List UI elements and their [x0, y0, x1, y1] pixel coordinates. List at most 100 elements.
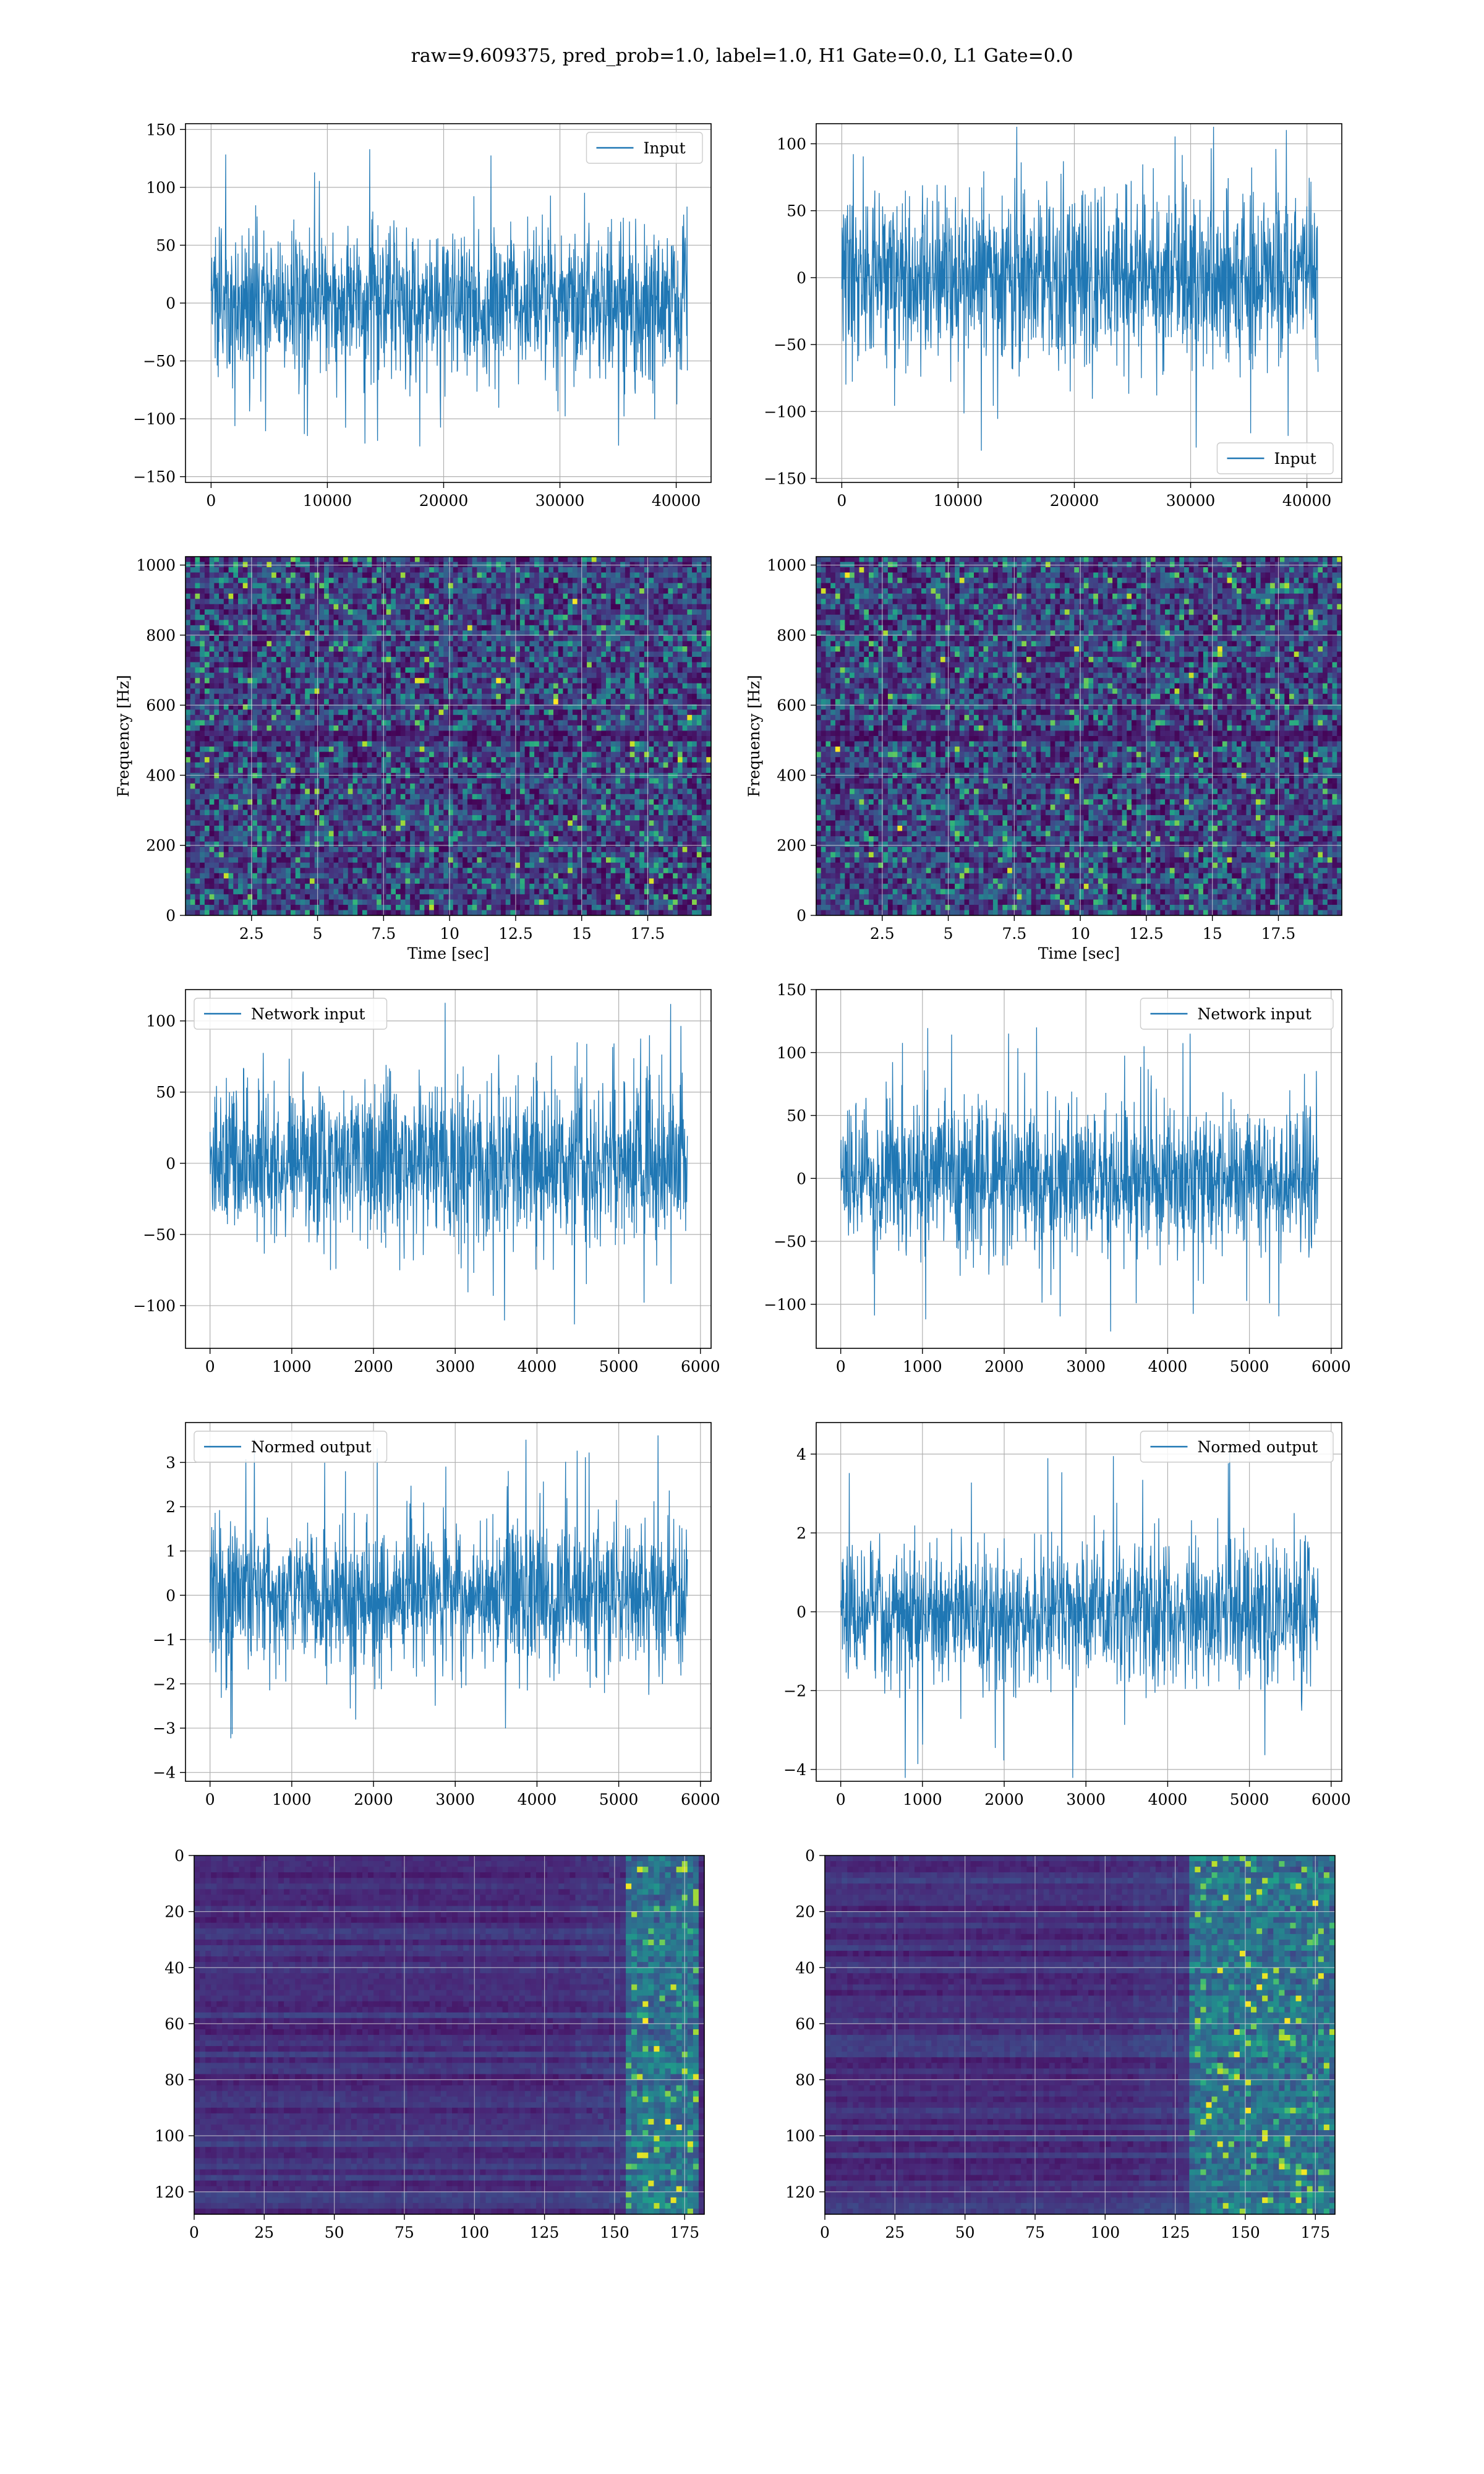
spectrogram-h1-cell [296, 789, 301, 794]
spectrogram-h1-cell [477, 726, 482, 731]
spectrogram-h1-cell [630, 667, 635, 673]
spectrogram-h1-cell [200, 636, 205, 641]
spectrogram-h1-cell [214, 720, 219, 726]
spectrogram-h1-cell [229, 747, 234, 752]
spectrogram-h1-cell [467, 557, 472, 562]
spectrogram-h1-cell [324, 688, 329, 694]
spectrogram-h1-cell [539, 726, 544, 731]
spectrogram-h1-cell [420, 636, 425, 641]
spectrogram-h1-cell [229, 662, 234, 668]
spectrogram-h1-cell [448, 763, 453, 768]
spectrogram-h1-cell [582, 768, 587, 773]
spectrogram-h1-cell [338, 578, 343, 583]
spectrogram-h1-cell [587, 636, 592, 641]
spectrogram-h1-cell [396, 578, 401, 583]
spectrogram-h1-cell [224, 578, 229, 583]
spectrogram-h1-cell [195, 588, 200, 594]
spectrogram-h1-cell [429, 609, 434, 615]
spectrogram-h1-cell [649, 694, 654, 700]
spectrogram-h1-cell [634, 736, 639, 742]
spectrogram-h1-cell [296, 763, 301, 768]
spectrogram-h1-cell [257, 594, 262, 599]
spectrogram-h1-cell [247, 594, 252, 599]
spectrogram-h1-cell [190, 557, 195, 562]
spectrogram-h1-cell [291, 757, 296, 763]
spectrogram-h1-cell [529, 599, 534, 604]
spectrogram-h1-cell [396, 773, 401, 779]
spectrogram-h1-cell [692, 620, 697, 625]
spectrogram-h1-cell [291, 636, 296, 641]
spectrogram-h1-cell [352, 694, 357, 700]
spectrogram-h1-cell [477, 730, 482, 736]
spectrogram-h1-cell [238, 578, 243, 583]
spectrogram-h1-cell [673, 583, 678, 589]
spectrogram-h1-cell [630, 578, 635, 583]
spectrogram-h1-cell [267, 752, 271, 758]
spectrogram-h1-cell [352, 641, 357, 646]
spectrogram-h1-cell [291, 599, 296, 604]
spectrogram-h1-cell [257, 604, 262, 610]
spectrogram-h1-cell [324, 768, 329, 773]
spectrogram-h1-cell [448, 578, 453, 583]
spectrogram-h1-cell [520, 578, 525, 583]
spectrogram-h1-cell [238, 726, 243, 731]
spectrogram-h1-cell [477, 773, 482, 779]
spectrogram-h1-cell [338, 662, 343, 668]
spectrogram-h1-cell [683, 557, 688, 562]
spectrogram-h1-cell [673, 652, 678, 657]
spectrogram-h1-cell [592, 678, 597, 683]
spectrogram-h1-cell [625, 683, 630, 689]
spectrogram-h1-cell [281, 625, 286, 631]
spectrogram-h1-cell [692, 583, 697, 589]
spectrogram-h1-cell [424, 662, 429, 668]
spectrogram-h1-cell [319, 720, 324, 726]
spectrogram-h1-cell [214, 588, 219, 594]
spectrogram-h1-cell [434, 673, 439, 678]
spectrogram-h1-cell [257, 752, 262, 758]
spectrogram-h1-cell [334, 683, 339, 689]
spectrogram-h1-cell [352, 730, 357, 736]
spectrogram-h1-cell [663, 709, 668, 715]
spectrogram-h1-cell [625, 699, 630, 704]
spectrogram-h1-cell [668, 752, 673, 758]
spectrogram-h1-cell [448, 636, 453, 641]
spectrogram-h1-cell [200, 594, 205, 599]
spectrogram-h1-cell [649, 625, 654, 631]
spectrogram-h1-cell [678, 773, 683, 779]
spectrogram-h1-cell [506, 588, 511, 594]
spectrogram-h1-cell [587, 768, 592, 773]
spectrogram-h1-cell [553, 778, 558, 784]
spectrogram-h1-cell [558, 594, 563, 599]
spectrogram-h1-cell [401, 567, 406, 573]
spectrogram-h1-cell [362, 730, 367, 736]
spectrogram-h1-cell [563, 620, 568, 625]
spectrogram-h1-cell [472, 594, 477, 599]
spectrogram-h1-cell [420, 694, 425, 700]
spectrogram-h1-cell [338, 773, 343, 779]
spectrogram-h1-cell [563, 709, 568, 715]
spectrogram-h1-cell [673, 773, 678, 779]
spectrogram-h1-cell [439, 583, 444, 589]
spectrogram-h1-cell [492, 699, 497, 704]
spectrogram-h1-cell [291, 715, 296, 721]
spectrogram-h1-cell [673, 615, 678, 620]
spectrogram-h1-cell [396, 583, 401, 589]
spectrogram-h1-cell [597, 709, 602, 715]
spectrogram-h1-cell [683, 773, 688, 779]
spectrogram-h1-cell [639, 594, 644, 599]
spectrogram-h1-cell [386, 599, 391, 604]
spectrogram-h1-cell [492, 636, 497, 641]
spectrogram-h1-cell [190, 641, 195, 646]
spectrogram-h1-cell [654, 736, 659, 742]
spectrogram-h1-cell [334, 720, 339, 726]
spectrogram-h1-cell [634, 625, 639, 631]
spectrogram-h1-cell [377, 583, 382, 589]
spectrogram-h1-cell [644, 768, 649, 773]
spectrogram-h1-cell [334, 615, 339, 620]
spectrogram-h1-cell [496, 747, 501, 752]
spectrogram-h1-cell [210, 773, 215, 779]
spectrogram-h1-cell [644, 609, 649, 615]
spectrogram-h1-cell [205, 726, 210, 731]
spectrogram-h1-cell [257, 557, 262, 562]
spectrogram-h1-cell [214, 657, 219, 662]
